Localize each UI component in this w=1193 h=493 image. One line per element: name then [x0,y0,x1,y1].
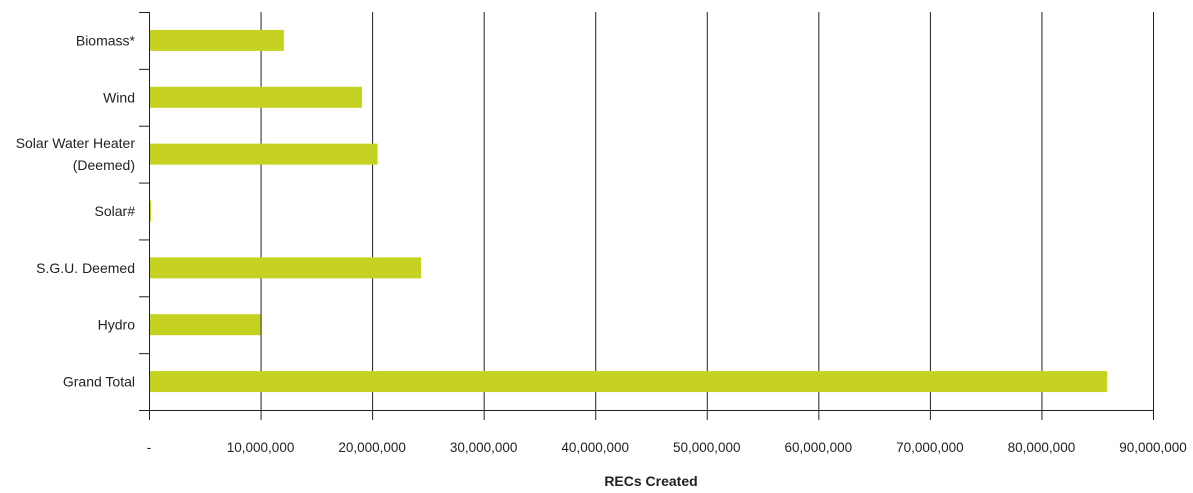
bar [150,86,362,108]
category-label: (Deemed) [73,157,135,173]
x-tick-label: 30,000,000 [450,440,518,455]
category-label: Solar Water Heater [16,135,136,151]
gridlines [260,12,1154,410]
x-tick-label: 70,000,000 [896,440,964,455]
category-label: Biomass* [76,32,136,48]
x-axis-title: RECs Created [604,473,697,489]
x-tick-label: 40,000,000 [561,440,629,455]
bar [150,314,261,336]
bar [150,257,422,279]
category-label: Wind [103,89,135,105]
category-label: S.G.U. Deemed [36,260,135,276]
category-label: Hydro [98,317,136,333]
x-tick-label: 90,000,000 [1119,440,1187,455]
x-tick-label: 60,000,000 [785,440,853,455]
category-label: Solar# [95,203,136,219]
bar [150,29,284,51]
category-labels: Biomass* Wind Solar Water Heater (Deemed) So… [16,32,136,389]
bar [150,371,1108,393]
axes [139,12,1154,420]
x-tick-label: 10,000,000 [227,440,295,455]
x-tick-label: 50,000,000 [673,440,741,455]
x-tick-label: 80,000,000 [1008,440,1076,455]
x-tick-label: - [147,440,152,455]
bar [150,200,152,222]
x-tick-labels: - 10,000,000 20,000,000 30,000,000 40,000,00… [147,440,1187,455]
x-tick-label: 20,000,000 [338,440,406,455]
bar [150,143,378,165]
bars [150,29,1108,393]
category-label: Grand Total [63,374,135,390]
